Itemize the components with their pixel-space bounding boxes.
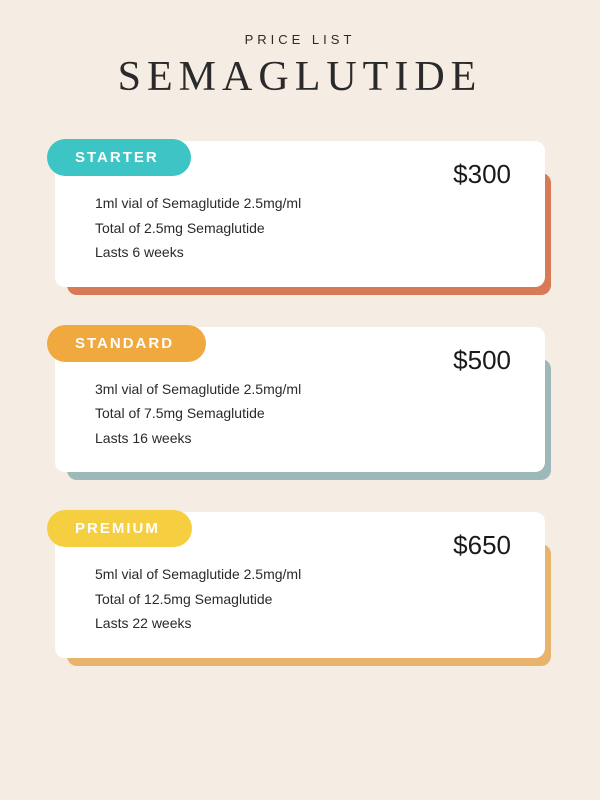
tier-name: STANDARD (75, 335, 174, 352)
tier-details: 1ml vial of Semaglutide 2.5mg/ml Total o… (95, 191, 515, 265)
detail-line: Lasts 16 weeks (95, 426, 515, 451)
page-title: SEMAGLUTIDE (0, 53, 600, 101)
detail-line: Lasts 22 weeks (95, 611, 515, 636)
tier-name: STARTER (75, 149, 159, 166)
detail-line: Total of 12.5mg Semaglutide (95, 587, 515, 612)
tier-details: 3ml vial of Semaglutide 2.5mg/ml Total o… (95, 377, 515, 451)
tier-card: STARTER $300 1ml vial of Semaglutide 2.5… (55, 141, 545, 287)
tier-price: $650 (453, 530, 511, 561)
detail-line: Lasts 6 weeks (95, 240, 515, 265)
tier-standard: STANDARD $500 3ml vial of Semaglutide 2.… (55, 327, 545, 473)
tier-price: $500 (453, 345, 511, 376)
tier-name: PREMIUM (75, 520, 160, 537)
detail-line: 5ml vial of Semaglutide 2.5mg/ml (95, 562, 515, 587)
tier-premium: PREMIUM $650 5ml vial of Semaglutide 2.5… (55, 512, 545, 658)
overline: PRICE LIST (0, 32, 600, 47)
tier-pill: STANDARD (47, 325, 206, 362)
tier-card: STANDARD $500 3ml vial of Semaglutide 2.… (55, 327, 545, 473)
tier-pill: STARTER (47, 139, 191, 176)
tier-starter: STARTER $300 1ml vial of Semaglutide 2.5… (55, 141, 545, 287)
tier-price: $300 (453, 159, 511, 190)
detail-line: Total of 7.5mg Semaglutide (95, 401, 515, 426)
tier-card: PREMIUM $650 5ml vial of Semaglutide 2.5… (55, 512, 545, 658)
detail-line: Total of 2.5mg Semaglutide (95, 216, 515, 241)
header: PRICE LIST SEMAGLUTIDE (0, 0, 600, 111)
tier-pill: PREMIUM (47, 510, 192, 547)
detail-line: 1ml vial of Semaglutide 2.5mg/ml (95, 191, 515, 216)
detail-line: 3ml vial of Semaglutide 2.5mg/ml (95, 377, 515, 402)
tier-details: 5ml vial of Semaglutide 2.5mg/ml Total o… (95, 562, 515, 636)
tiers-container: STARTER $300 1ml vial of Semaglutide 2.5… (0, 111, 600, 658)
